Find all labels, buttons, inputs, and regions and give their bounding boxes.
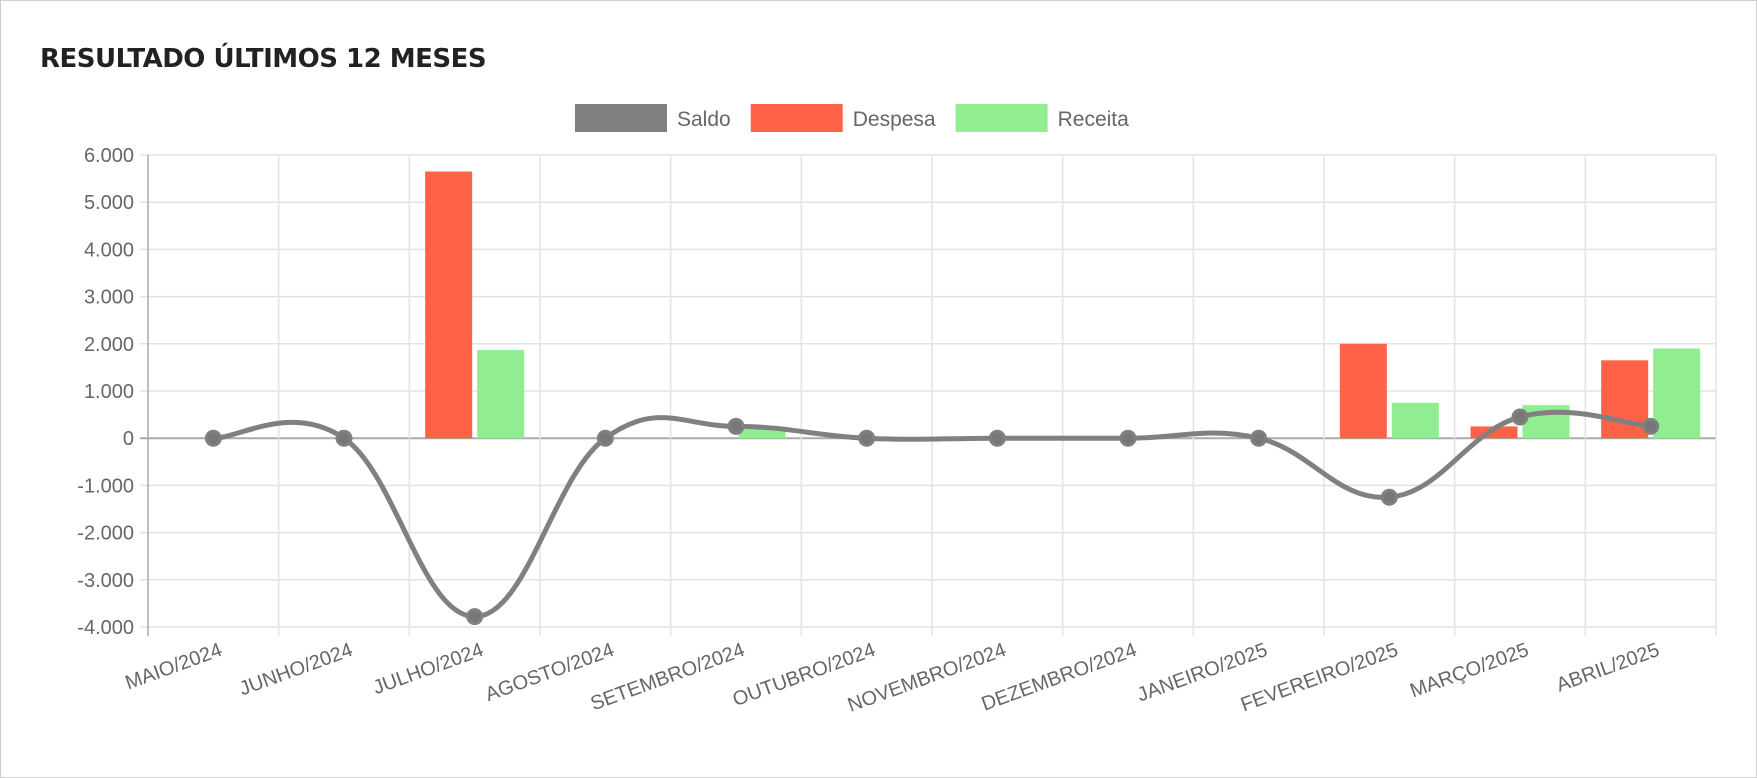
- y-tick-label: 0: [123, 428, 134, 450]
- y-tick-label: 5.000: [84, 192, 134, 214]
- y-tick-label: 1.000: [84, 381, 134, 403]
- bar-despesa: [1339, 343, 1387, 439]
- y-tick-label: 4.000: [84, 239, 134, 261]
- saldo-point: [1119, 429, 1137, 447]
- saldo-point: [335, 429, 353, 447]
- saldo-point: [1642, 417, 1660, 435]
- legend-item-despesa[interactable]: Despesa: [750, 104, 936, 132]
- legend-swatch: [955, 104, 1048, 132]
- saldo-point: [858, 429, 876, 447]
- x-tick-label: MAIO/2024: [122, 639, 225, 694]
- legend-swatch: [750, 104, 843, 132]
- legend-item-saldo[interactable]: Saldo: [575, 104, 731, 132]
- bar-despesa: [1470, 426, 1518, 439]
- saldo-point: [727, 417, 745, 435]
- bar-receita: [1653, 348, 1701, 439]
- legend-label: Saldo: [677, 108, 731, 131]
- saldo-point: [1380, 488, 1398, 506]
- saldo-point: [988, 429, 1006, 447]
- bar-receita: [1391, 402, 1439, 439]
- x-tick-label: MARÇO/2025: [1407, 639, 1532, 702]
- saldo-line: [213, 409, 1651, 620]
- saldo-point: [596, 429, 614, 447]
- y-tick-label: -4.000: [77, 617, 134, 639]
- saldo-point: [466, 608, 484, 626]
- legend-item-receita[interactable]: Receita: [955, 104, 1130, 132]
- y-tick-label: -2.000: [77, 523, 134, 545]
- x-tick-label: JULHO/2024: [370, 639, 486, 699]
- saldo-point: [204, 429, 222, 447]
- legend-swatch: [575, 104, 667, 132]
- saldo-point: [1250, 429, 1268, 447]
- legend: Saldo Despesa Receita: [575, 104, 1129, 132]
- legend-label: Receita: [1058, 108, 1130, 131]
- y-tick-label: -1.000: [77, 475, 134, 497]
- y-tick-label: -3.000: [77, 570, 134, 592]
- x-tick-label: ABRIL/2025: [1553, 639, 1662, 697]
- saldo-point: [1511, 408, 1529, 426]
- y-tick-label: 3.000: [84, 287, 134, 309]
- legend-label: Despesa: [853, 108, 936, 131]
- bar-despesa: [425, 171, 473, 439]
- chart-title: RESULTADO ÚLTIMOS 12 MESES: [40, 44, 487, 74]
- bar-receita: [738, 426, 786, 439]
- y-tick-label: 2.000: [84, 334, 134, 356]
- bar-receita: [477, 349, 525, 439]
- y-tick-label: 6.000: [84, 145, 134, 167]
- x-tick-label: JUNHO/2024: [236, 639, 355, 700]
